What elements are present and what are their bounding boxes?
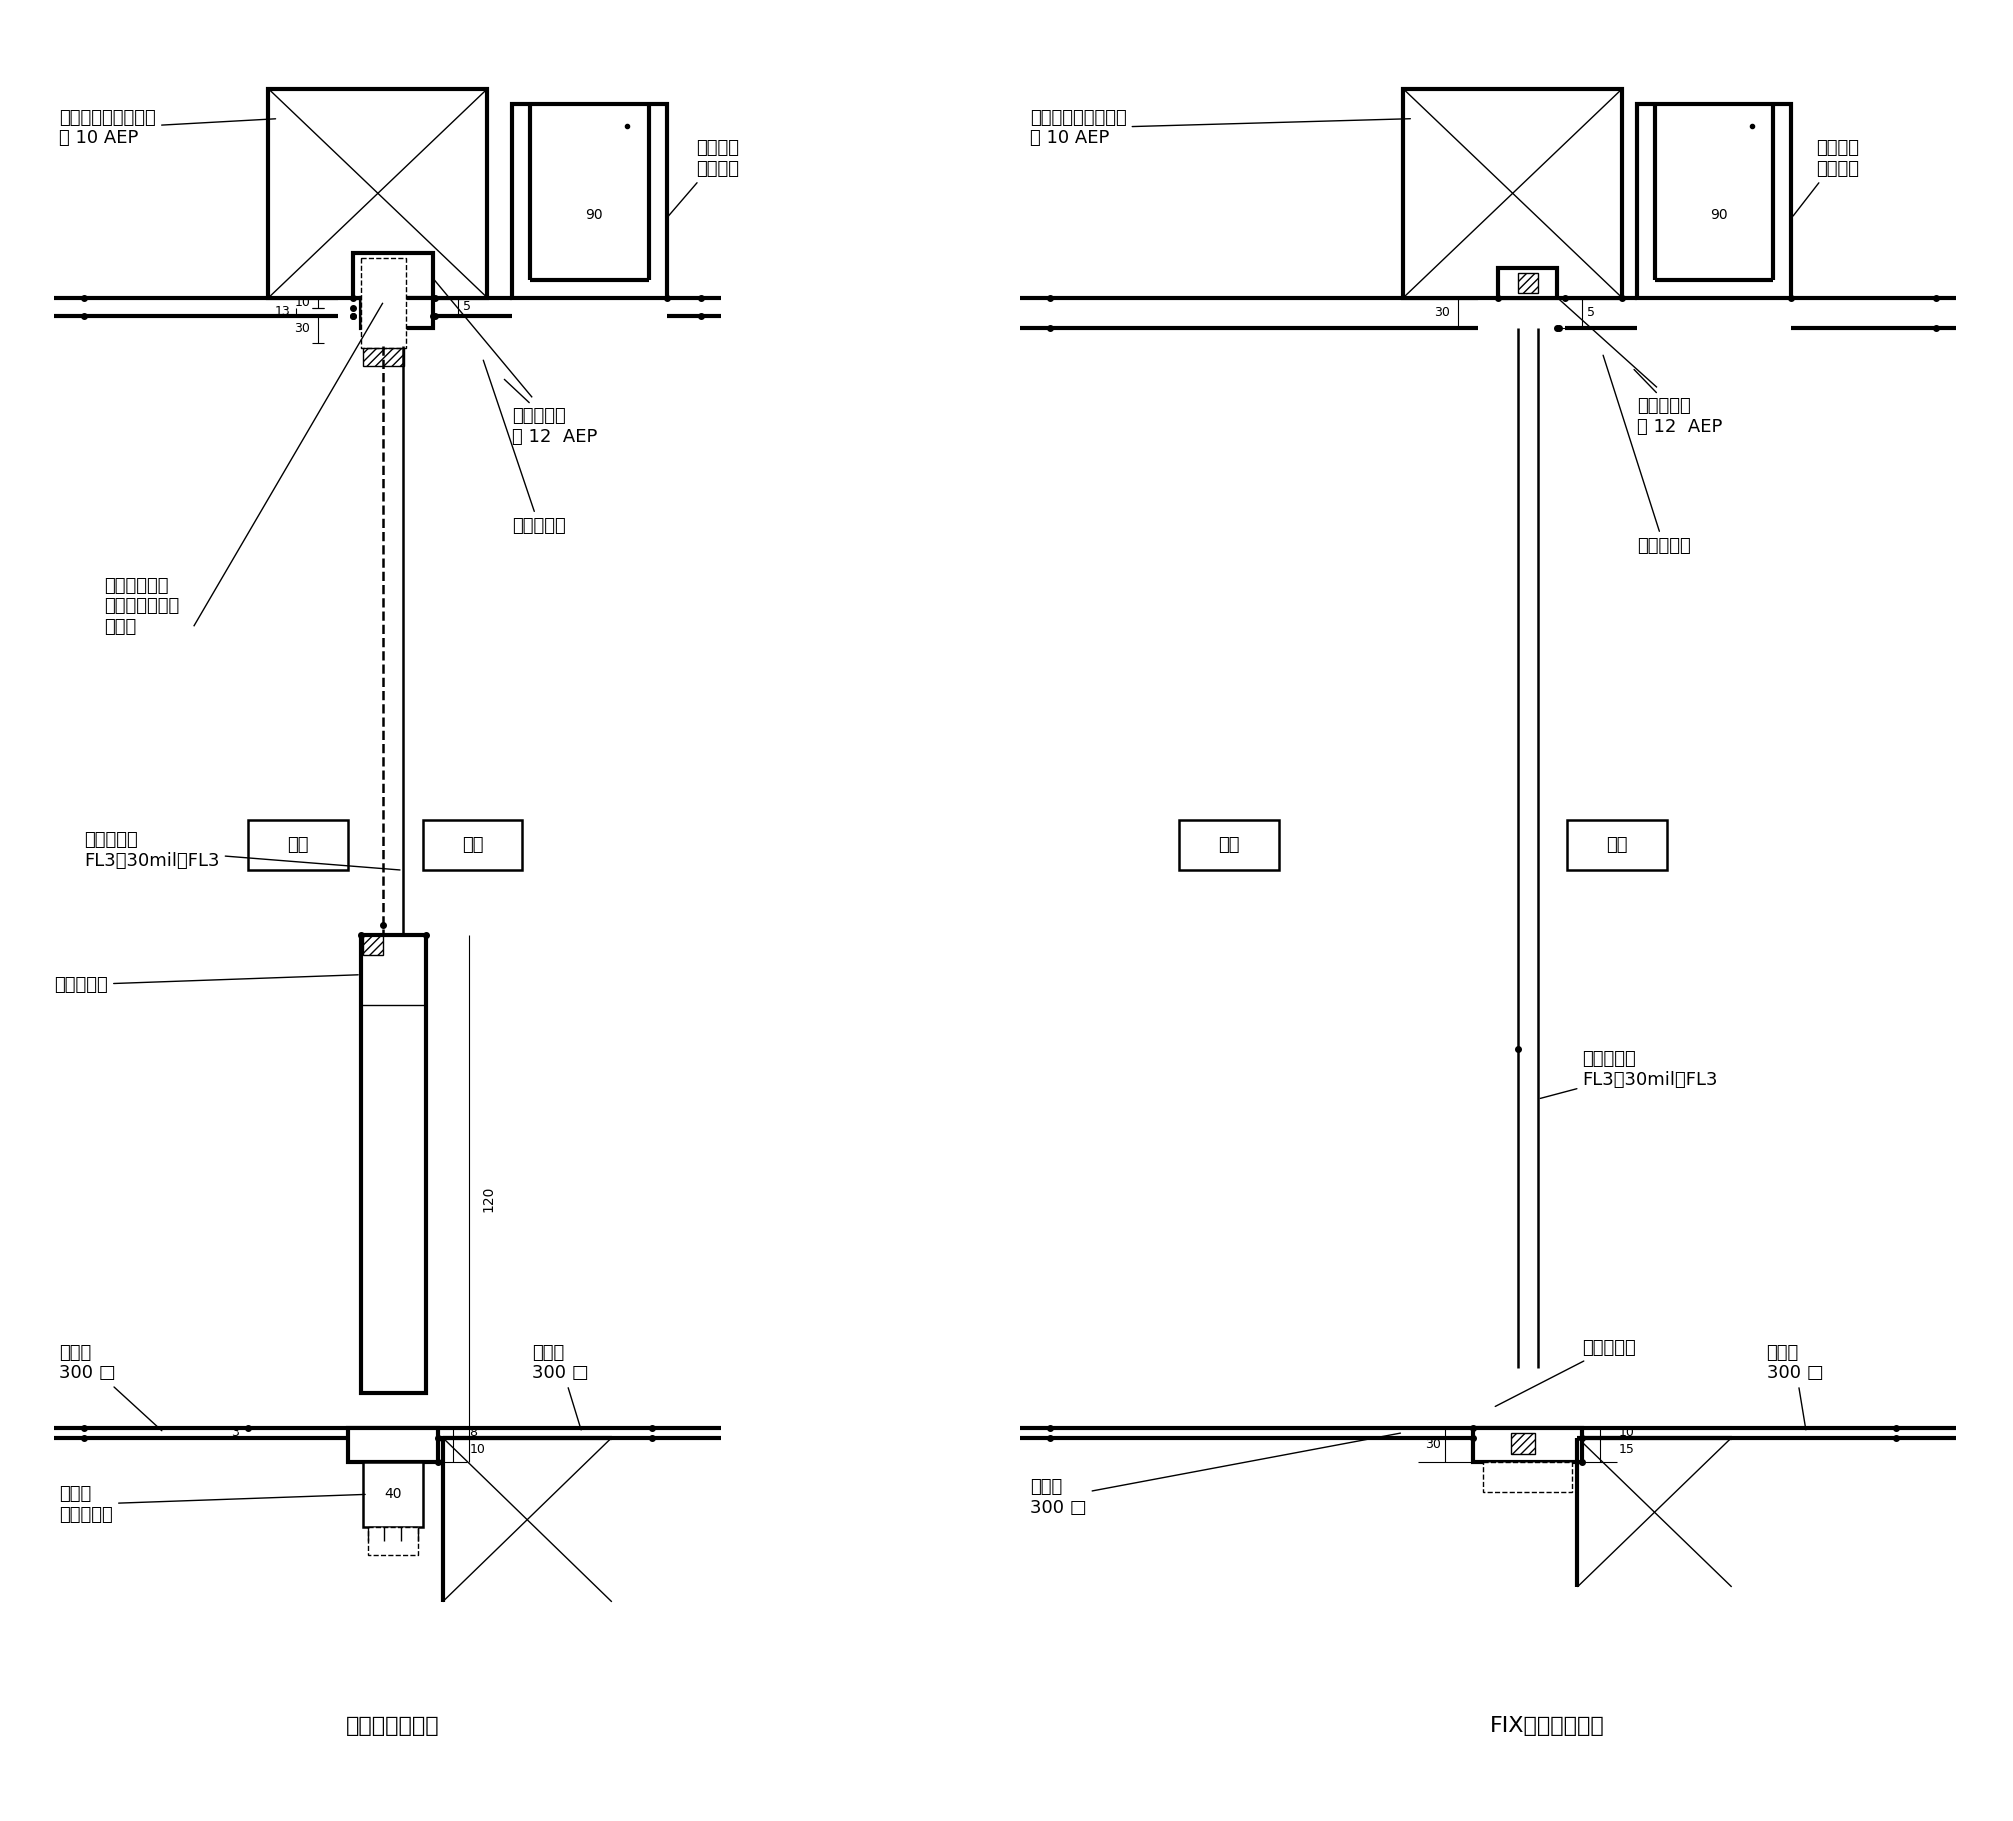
Text: 10: 10 [294, 297, 310, 310]
Text: 13: 13 [274, 306, 290, 319]
Text: ドア断面詳細図: ドア断面詳細図 [346, 1715, 439, 1735]
Text: 8: 8 [469, 1426, 477, 1439]
Text: ケイ酸カルシウム板
ⓐ 10 AEP: ケイ酸カルシウム板 ⓐ 10 AEP [1031, 109, 1411, 148]
Text: 鄓捯：
ステンレス: 鄓捯： ステンレス [58, 1484, 364, 1524]
Text: 5: 5 [1588, 306, 1596, 319]
Bar [360, 299, 433, 328]
Bar [511, 104, 666, 299]
Text: タイル
300 □: タイル 300 □ [1767, 1344, 1824, 1429]
Text: カーテン
ボックス: カーテン ボックス [668, 138, 739, 217]
Bar [368, 1528, 419, 1555]
Text: FIX部断面詳細図: FIX部断面詳細図 [1490, 1715, 1604, 1735]
Text: アルミ形材: アルミ形材 [1496, 1338, 1637, 1406]
Bar [1484, 1462, 1572, 1493]
Text: ケイ酸カルシウム板
ⓐ 10 AEP: ケイ酸カルシウム板 ⓐ 10 AEP [58, 109, 276, 148]
Text: 外部: 外部 [1218, 836, 1240, 854]
Bar [1180, 821, 1278, 870]
Text: 内部: 内部 [1606, 836, 1629, 854]
Bar [268, 89, 487, 299]
Text: 外部: 外部 [288, 836, 310, 854]
Bar [1637, 104, 1792, 299]
Text: 30: 30 [1425, 1439, 1441, 1451]
Text: 10: 10 [1618, 1426, 1635, 1439]
Text: アルミ形材: アルミ形材 [1602, 355, 1691, 555]
Text: 防範ガラス
FL3＋30mil＋FL3: 防範ガラス FL3＋30mil＋FL3 [85, 830, 401, 870]
Text: 内部: 内部 [461, 836, 483, 854]
Text: アルミ形材: アルミ形材 [54, 974, 358, 994]
Bar [1568, 821, 1667, 870]
Text: 40: 40 [384, 1488, 401, 1501]
Text: 石膏ボード
ⓐ 12  AEP: 石膏ボード ⓐ 12 AEP [505, 379, 598, 446]
Bar [348, 1428, 437, 1462]
Text: 防範ガラス
FL3＋30mil＋FL3: 防範ガラス FL3＋30mil＋FL3 [1540, 1051, 1717, 1098]
Bar [360, 934, 425, 1393]
Bar [248, 821, 348, 870]
Bar [1510, 1433, 1534, 1455]
Bar [362, 934, 382, 954]
Text: 5: 5 [463, 300, 471, 313]
Text: 120: 120 [481, 1185, 495, 1211]
Text: 3: 3 [231, 1426, 238, 1439]
Text: 10: 10 [469, 1442, 485, 1457]
Text: 石膏ボード
ⓐ 12  AEP: 石膏ボード ⓐ 12 AEP [1635, 370, 1723, 437]
Text: アルミ形材: アルミ形材 [483, 361, 566, 535]
Bar [362, 348, 405, 366]
Bar [1474, 1428, 1582, 1462]
Text: 90: 90 [586, 208, 602, 222]
Text: タイル
300 □: タイル 300 □ [58, 1344, 161, 1431]
Text: コンシールド
ドアクローザー
埋込み: コンシールド ドアクローザー 埋込み [105, 577, 179, 636]
Bar [1498, 268, 1558, 299]
Text: 15: 15 [1618, 1442, 1635, 1457]
Bar [1403, 89, 1622, 299]
Text: タイル
300 □: タイル 300 □ [1031, 1433, 1401, 1517]
Bar [362, 1462, 423, 1528]
Text: 30: 30 [294, 322, 310, 335]
Text: 90: 90 [1709, 208, 1727, 222]
Bar [360, 259, 407, 348]
Bar [1518, 273, 1538, 293]
Text: タイル
300 □: タイル 300 □ [531, 1344, 590, 1429]
Bar [352, 253, 433, 299]
Text: 30: 30 [1433, 306, 1449, 319]
Bar [423, 821, 521, 870]
Text: カーテン
ボックス: カーテン ボックス [1794, 138, 1860, 217]
